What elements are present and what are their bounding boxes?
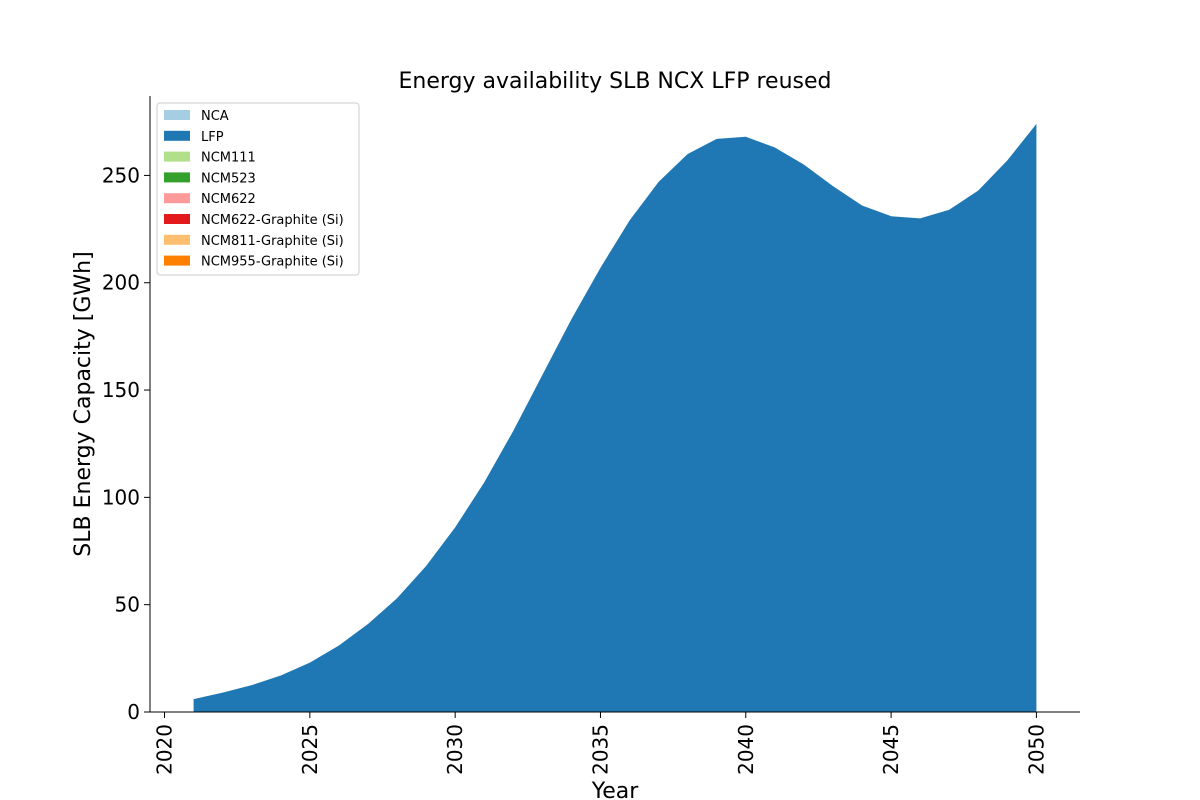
plot-area: [193, 123, 1037, 712]
x-tick-label: 2045: [879, 724, 903, 775]
y-tick-label: 100: [102, 485, 140, 509]
legend-label-lfp: LFP: [201, 130, 224, 145]
y-axis-ticks: 0 50 100 150 200 250: [102, 163, 150, 724]
legend: NCA LFP NCM111 NCM523 NCM622 NCM622-Graphite …: [156, 102, 360, 276]
legend-swatch-ncm111: [164, 151, 190, 162]
area-lfp: [193, 123, 1037, 712]
legend-swatch-ncm622-graphite-si: [164, 214, 190, 224]
legend-label-ncm111: NCM111: [201, 151, 256, 166]
x-tick-label: 2040: [734, 724, 758, 775]
y-tick-label: 200: [102, 271, 140, 295]
legend-label-ncm622-graphite-si: NCM622-Graphite (Si): [201, 213, 344, 228]
x-tick-label: 2035: [588, 724, 612, 775]
x-axis-ticks: 2020 2025 2030 2035 2040 2045 2050: [153, 712, 1048, 775]
legend-label-nca: NCA: [201, 109, 229, 124]
y-tick-label: 0: [127, 700, 140, 724]
x-tick-label: 2020: [153, 724, 177, 775]
legend-label-ncm955-graphite-si: NCM955-Graphite (Si): [201, 255, 344, 270]
legend-swatch-nca: [164, 110, 190, 120]
x-tick-label: 2025: [298, 724, 322, 775]
legend-label-ncm523: NCM523: [201, 171, 256, 186]
legend-label-ncm811-graphite-si: NCM811-Graphite (Si): [201, 234, 344, 249]
legend-swatch-ncm955-graphite-si: [164, 255, 190, 266]
y-tick-label: 150: [102, 378, 140, 402]
y-axis-label: SLB Energy Capacity [GWh]: [71, 251, 96, 556]
legend-swatch-lfp: [164, 130, 190, 141]
y-tick-label: 250: [102, 163, 140, 187]
x-axis-label: Year: [591, 779, 640, 800]
legend-label-ncm622: NCM622: [201, 192, 256, 207]
legend-swatch-ncm811-graphite-si: [164, 234, 190, 245]
chart-title: Energy availability SLB NCX LFP reused: [398, 69, 831, 94]
x-tick-label: 2030: [443, 724, 467, 775]
legend-swatch-ncm622: [164, 193, 190, 204]
legend-swatch-ncm523: [164, 172, 190, 183]
y-tick-label: 50: [115, 593, 140, 617]
legend-frame: [156, 102, 360, 276]
x-tick-label: 2050: [1024, 724, 1048, 775]
